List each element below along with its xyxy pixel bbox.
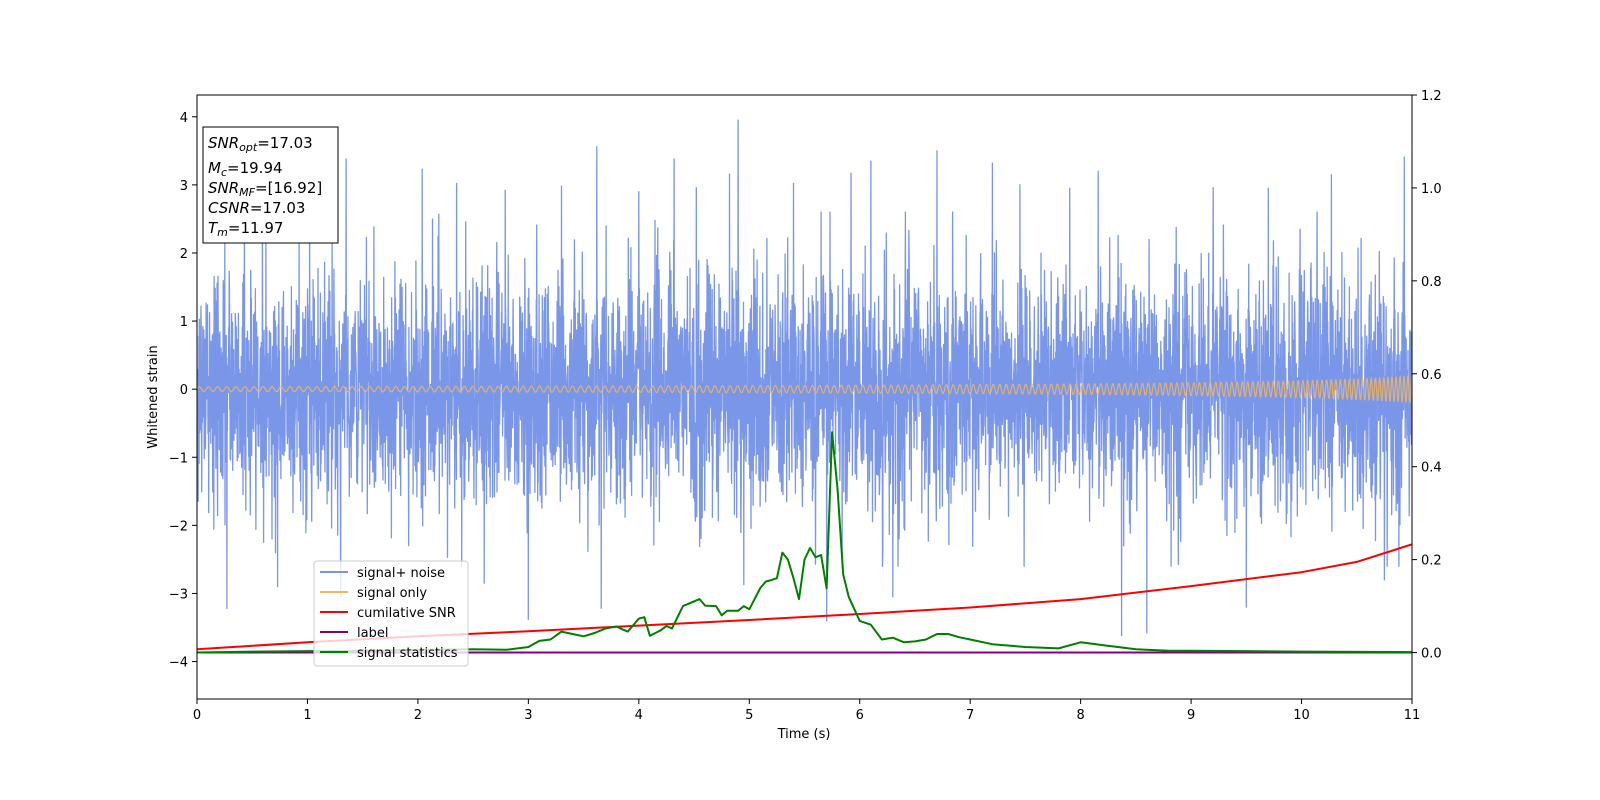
y-tick-label: 2 xyxy=(180,247,188,262)
y-tick-label: 4 xyxy=(180,111,188,126)
y2-tick-label: 1.2 xyxy=(1421,89,1442,104)
x-tick-label: 7 xyxy=(966,708,974,723)
series-signal-noise-line xyxy=(197,119,1412,637)
x-tick-label: 3 xyxy=(524,708,532,723)
legend-signal-only-label: signal only xyxy=(357,586,427,601)
y-tick-label: 0 xyxy=(180,383,188,398)
info-tm: Tm=11.97 xyxy=(208,219,283,239)
x-tick-label: 1 xyxy=(303,708,311,723)
info-box-frame xyxy=(202,126,339,244)
legend-cumilative-snr-label: cumilative SNR xyxy=(357,606,456,621)
legend-items: signal+ noise signal only cumilative SNR la… xyxy=(320,566,458,661)
x-tick-label: 6 xyxy=(856,708,864,723)
y-tick-label: −4 xyxy=(169,656,188,671)
x-tick-label: 0 xyxy=(193,708,201,723)
legend-frame xyxy=(313,560,469,667)
y-tick-label: −3 xyxy=(169,587,188,602)
info-box: SNRopt=17.03 Mc=19.94 SNRMF=[16.92] CSNR… xyxy=(202,126,339,244)
x-tick-label: 11 xyxy=(1404,708,1421,723)
info-snr-opt: SNRopt=17.03 xyxy=(208,134,313,154)
plot-frame xyxy=(196,94,1413,700)
legend-signal-statistics-label: signal statistics xyxy=(357,646,458,661)
y-tick-label: −2 xyxy=(169,519,188,534)
y2-tick-label: 0.4 xyxy=(1421,461,1442,476)
y2-tick-label: 0.8 xyxy=(1421,275,1442,290)
series-signal-only-line xyxy=(197,375,1412,404)
x-axis-label: Time (s) xyxy=(777,727,831,742)
x-tick-label: 9 xyxy=(1187,708,1195,723)
series-signal-statistics-line xyxy=(197,431,1412,654)
x-axis-ticks: 0 1 2 3 4 5 6 7 8 9 10 11 xyxy=(193,699,1420,723)
y2-tick-label: 0.6 xyxy=(1421,368,1442,383)
legend: signal+ noise signal only cumilative SNR la… xyxy=(313,560,469,667)
y-tick-label: −1 xyxy=(169,451,188,466)
legend-label-label: label xyxy=(357,626,388,641)
x-tick-label: 4 xyxy=(635,708,643,723)
x-tick-label: 8 xyxy=(1076,708,1084,723)
info-csnr: CSNR=17.03 xyxy=(208,199,305,217)
y-tick-label: 3 xyxy=(180,179,188,194)
x-tick-label: 10 xyxy=(1293,708,1310,723)
y2-tick-label: 0.2 xyxy=(1421,554,1442,569)
y-axis-label: Whitened strain xyxy=(146,345,161,448)
y-axis-ticks: 4 3 2 1 0 −1 −2 −3 −4 xyxy=(169,111,197,671)
info-mc: Mc=19.94 xyxy=(208,159,283,179)
x-tick-label: 2 xyxy=(414,708,422,723)
y-tick-label: 1 xyxy=(180,315,188,330)
y2-tick-label: 1.0 xyxy=(1421,182,1442,197)
info-snr-mf: SNRMF=[16.92] xyxy=(208,179,322,199)
x-tick-label: 5 xyxy=(745,708,753,723)
y2-tick-label: 0.0 xyxy=(1421,647,1442,662)
y2-axis-ticks: 1.2 1.0 0.8 0.6 0.4 0.2 0.0 xyxy=(1412,89,1442,662)
legend-signal-noise-label: signal+ noise xyxy=(357,566,445,581)
